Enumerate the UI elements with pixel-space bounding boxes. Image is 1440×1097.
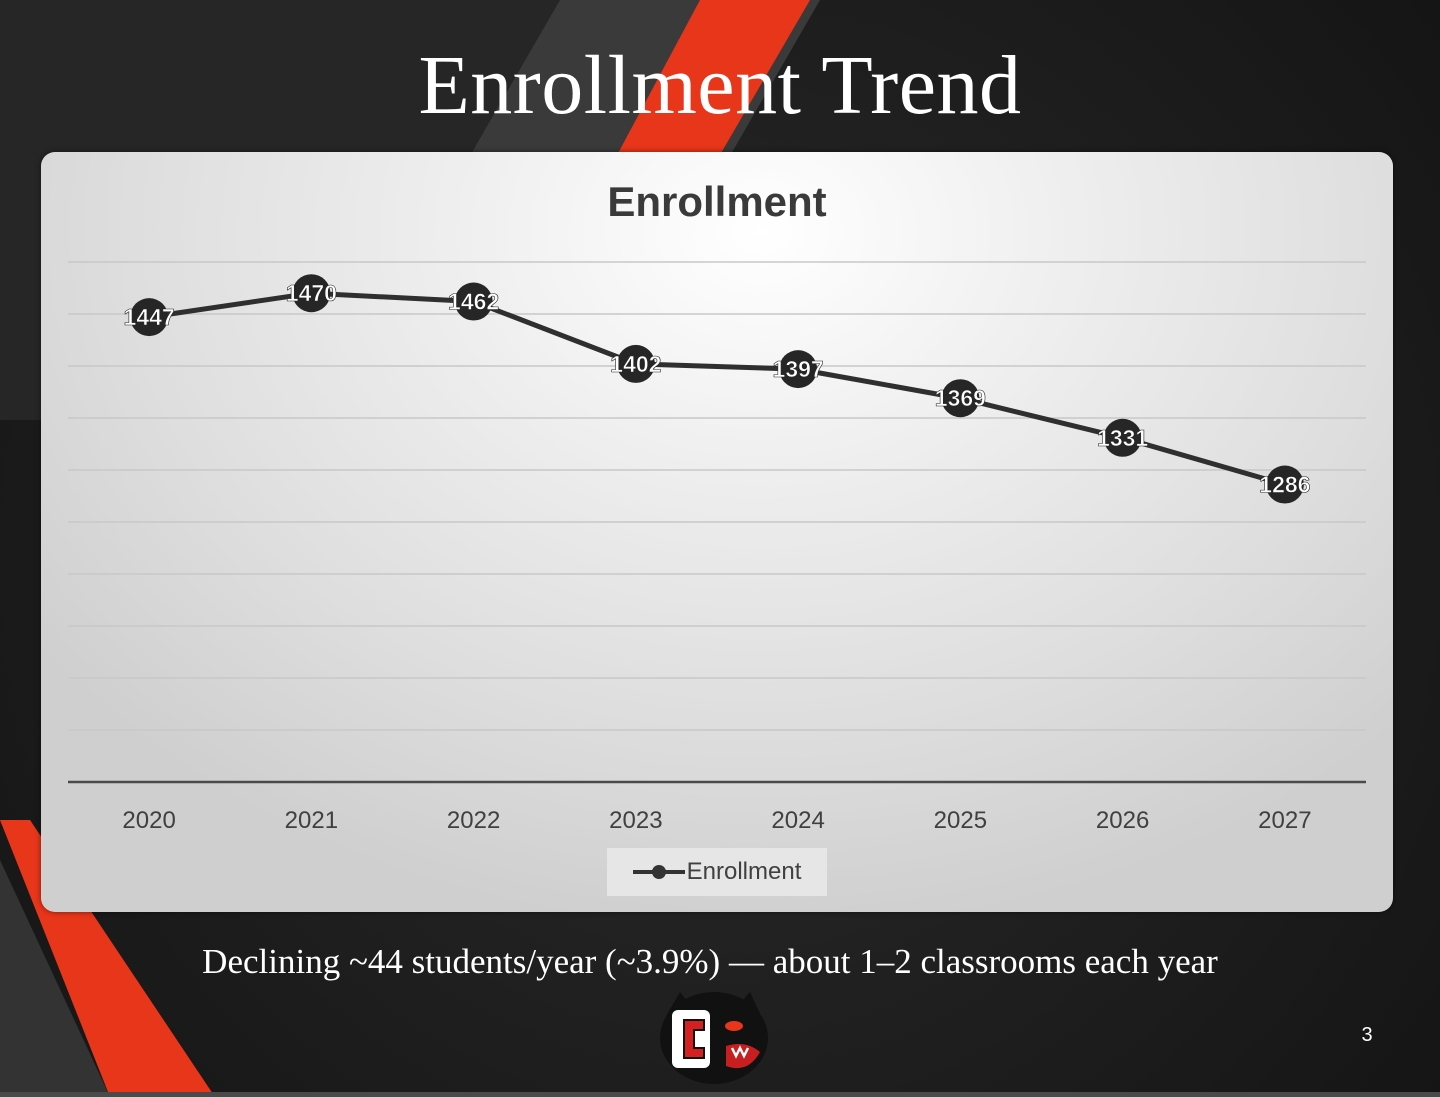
data-label: 1286 xyxy=(1259,472,1310,498)
slide-caption: Declining ~44 students/year (~3.9%) — ab… xyxy=(202,942,1218,981)
page-number: 3 xyxy=(1361,1024,1373,1046)
x-tick-label: 2022 xyxy=(447,807,500,834)
data-point-marker xyxy=(1265,465,1304,504)
data-point-marker xyxy=(616,344,655,383)
x-tick-label: 2021 xyxy=(285,807,338,834)
data-label: 1331 xyxy=(1097,425,1148,451)
data-point-marker xyxy=(779,350,818,389)
chart-title: Enrollment xyxy=(607,178,827,225)
legend-label: Enrollment xyxy=(686,858,802,885)
data-label: 1462 xyxy=(448,289,499,315)
panther-logo-icon xyxy=(660,992,768,1084)
data-point-marker xyxy=(1103,418,1142,457)
bottom-bar xyxy=(0,1092,1440,1097)
slide-title: Enrollment Trend xyxy=(418,39,1022,132)
data-label: 1470 xyxy=(286,280,337,306)
legend-line-marker-icon xyxy=(632,865,685,879)
series-line-enrollment xyxy=(148,290,1286,487)
data-point-marker xyxy=(130,298,169,337)
chart-legend: Enrollment xyxy=(607,848,827,896)
data-label: 1369 xyxy=(935,385,986,411)
data-label: 1447 xyxy=(124,304,175,330)
x-tick-label: 2023 xyxy=(609,807,662,834)
x-tick-label: 2025 xyxy=(934,807,987,834)
x-tick-label: 2024 xyxy=(771,807,824,834)
data-label: 1402 xyxy=(610,351,661,377)
data-point-marker xyxy=(292,274,331,313)
line-chart: 2020 2021 2022 2023 2024 2025 2026 2027 1447 1470… xyxy=(68,261,1366,834)
x-tick-label: 2026 xyxy=(1096,807,1149,834)
data-point-marker xyxy=(941,379,980,418)
x-tick-label: 2027 xyxy=(1258,807,1311,834)
data-point-marker xyxy=(454,282,493,321)
data-label: 1397 xyxy=(773,356,824,382)
x-tick-label: 2020 xyxy=(122,807,175,834)
chart-panel: 2020 2021 2022 2023 2024 2025 2026 2027 1447 1470… xyxy=(41,152,1393,912)
